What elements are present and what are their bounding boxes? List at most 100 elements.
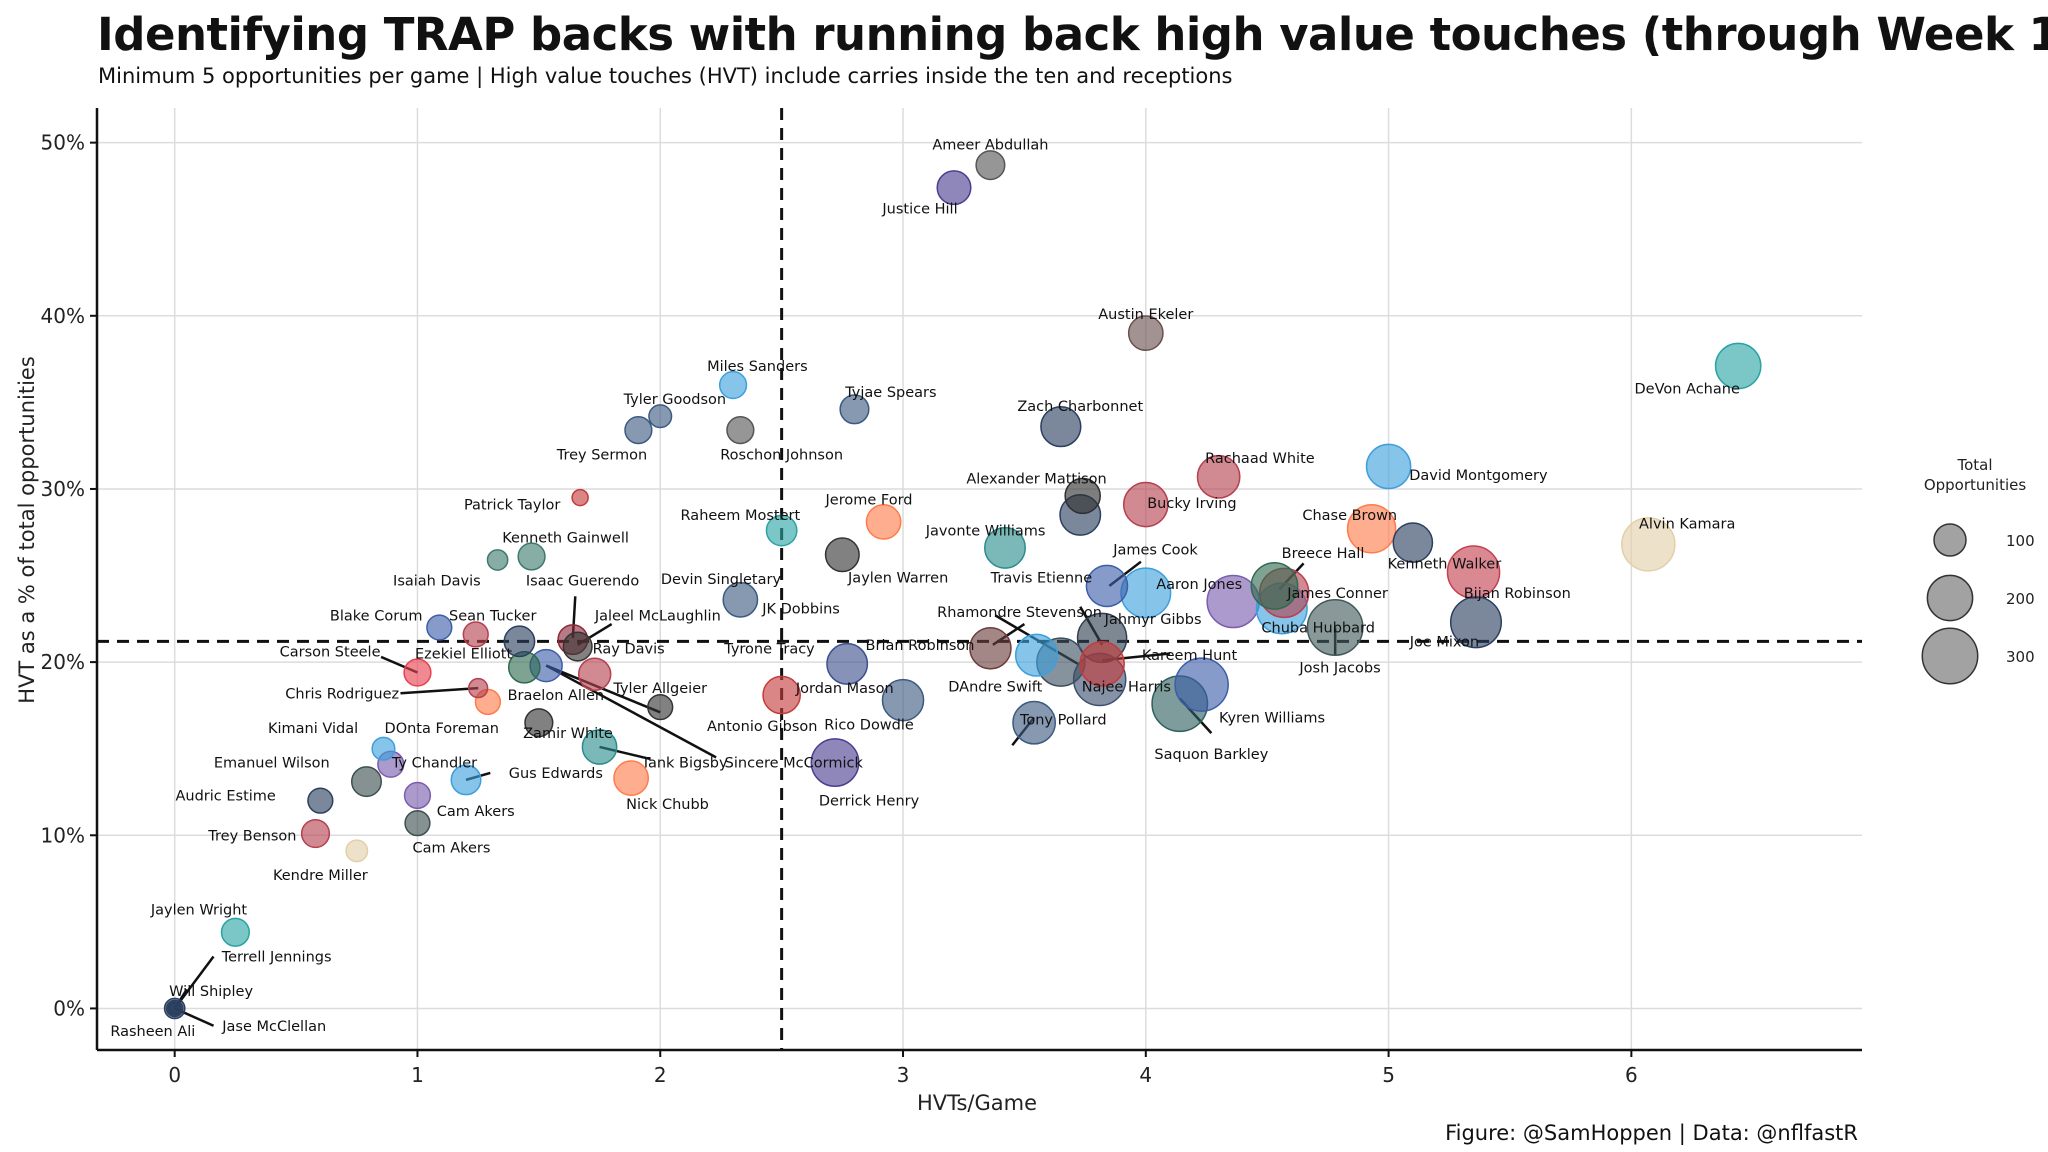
point-rachaad-white: [1196, 454, 1241, 499]
point-label: Rhamondre Stevenson: [937, 605, 1102, 621]
point-label: Jaylen Warren: [847, 570, 948, 586]
point-label: Cam Akers: [437, 804, 515, 820]
point-zach-charbonnet: [1040, 405, 1082, 448]
chart-subtitle: Minimum 5 opportunities per game | High …: [98, 64, 1233, 88]
point-label: Nick Chubb: [626, 797, 709, 813]
point-label: Tyrone Tracy: [723, 641, 815, 657]
point-rico-dowdle: [881, 678, 925, 722]
x-tick-label: 5: [1382, 1063, 1395, 1087]
point-jaleel-mclaughlin: [562, 631, 593, 662]
point-label: Chase Brown: [1302, 508, 1397, 524]
point-rhamondre-stevenson: [969, 626, 1012, 670]
point-label: Alvin Kamara: [1639, 517, 1735, 533]
point-label: Kenneth Walker: [1388, 556, 1502, 572]
legend-title: Opportunities: [1924, 476, 2027, 494]
legend-title: Total: [1956, 456, 1992, 474]
point-jase-mcclellan: [167, 1001, 182, 1016]
point-label: Rasheen Ali: [110, 1024, 195, 1040]
point-label: Javonte Williams: [925, 524, 1046, 540]
point-jordan-mason: [762, 675, 801, 715]
point-label: Ty Chandler: [391, 756, 477, 772]
point-label: Ray Davis: [593, 641, 665, 657]
point-emanuel-wilson: [350, 766, 382, 798]
y-tick-label: 20%: [41, 650, 85, 674]
point-label: Braelon Allen: [508, 688, 605, 704]
point-label: Emanuel Wilson: [214, 756, 330, 772]
point-label: Saquon Barkley: [1154, 747, 1268, 763]
point-kenneth-walker: [1392, 522, 1434, 563]
size-legend: Total Opportunities 100 200 300: [1921, 456, 2035, 685]
point-label: Chris Rodriguez: [285, 686, 399, 702]
point-label: Tank Bigsby: [640, 756, 727, 772]
point-label: Jaleel McLaughlin: [594, 608, 721, 624]
point-javonte-williams: [984, 526, 1026, 569]
point-alvin-kamara: [1621, 517, 1676, 572]
point-label: Will Shipley: [169, 984, 253, 1000]
point-label: Ezekiel Elliott: [415, 646, 512, 662]
point-label: Cam Akers: [412, 840, 490, 856]
point-label: Kareem Hunt: [1142, 648, 1238, 664]
point-label: Patrick Taylor: [464, 498, 560, 514]
point-label: Audric Estime: [175, 788, 275, 804]
y-tick-label: 0%: [53, 996, 85, 1020]
legend-label-300: 300: [2006, 648, 2035, 666]
point-label: James Conner: [1286, 586, 1388, 602]
point-kendre-miller: [345, 839, 369, 863]
point-label: Raheem Mostert: [681, 508, 801, 524]
point-label: Jerome Ford: [825, 492, 913, 508]
point-label: Terrell Jennings: [221, 949, 332, 965]
point-label: Rico Dowdle: [824, 717, 914, 733]
point-kareem-hunt: [1079, 641, 1125, 687]
point-label: Rachaad White: [1205, 451, 1315, 467]
point-kyren-williams: [1174, 657, 1229, 712]
point-label: Austin Ekeler: [1098, 307, 1193, 323]
point-cam-akers2: [404, 810, 431, 837]
point-trey-sermon: [624, 415, 653, 445]
x-tick-label: 6: [1625, 1063, 1638, 1087]
chart-caption: Figure: @SamHoppen | Data: @nflfastR: [1445, 1121, 1858, 1145]
point-ray-davis: [577, 657, 612, 691]
reference-lines: [97, 108, 1862, 1050]
point-label: Travis Etienne: [990, 570, 1093, 586]
legend-key-300: [1921, 627, 1979, 685]
x-tick-label: 4: [1139, 1063, 1152, 1087]
point-label: Blake Corum: [330, 608, 423, 624]
point-david-montgomery: [1365, 443, 1412, 490]
x-tick-label: 3: [897, 1063, 910, 1087]
point-alexander-mattison: [1064, 477, 1101, 515]
point-label: Kendre Miller: [273, 868, 368, 884]
point-label: Justice Hill: [881, 201, 957, 217]
point-sean-tucker: [462, 621, 489, 648]
point-label: Sincere McCormick: [725, 756, 864, 772]
y-tick-label: 40%: [41, 304, 85, 328]
point-label: Derrick Henry: [819, 794, 920, 810]
point-ameer-abdullah: [975, 150, 1006, 181]
point-roschon-johnson: [726, 415, 755, 445]
point-carson-steele: [403, 658, 432, 687]
point-label: Brian Robinson: [866, 638, 975, 654]
axes: 0 1 2 3 4 5 6 0% 10% 20% 30% 40% 50%: [41, 108, 1862, 1087]
point-label: Zamir White: [523, 726, 613, 742]
point-kimani-vidal: [371, 736, 396, 761]
chart-title: Identifying TRAP backs with running back…: [97, 8, 2048, 61]
point-label: Sean Tucker: [449, 608, 536, 624]
point-audric-estime: [307, 787, 334, 814]
x-tick-label: 0: [168, 1063, 181, 1087]
legend-key-100: [1933, 523, 1967, 557]
point-tank-bigsby: [581, 729, 618, 765]
point-label: Bucky Irving: [1147, 496, 1236, 512]
point-label: Tyler Goodson: [623, 392, 727, 408]
point-james-cook: [1085, 564, 1129, 608]
point-label: Jordan Mason: [795, 681, 894, 697]
point-label: DAndre Swift: [948, 679, 1042, 695]
point-devon-achane: [1714, 342, 1762, 390]
point-isaiah-davis: [486, 549, 509, 571]
point-label: Jaylen Wright: [150, 903, 248, 919]
point-label: Tony Pollard: [1019, 712, 1107, 728]
point-label: Kimani Vidal: [268, 721, 358, 737]
point-breece-hall: [1250, 561, 1299, 610]
point-label: Isaac Guerendo: [526, 574, 639, 590]
point-label: Roschon Johnson: [720, 447, 843, 463]
point-jaylen-wright: [220, 917, 250, 947]
